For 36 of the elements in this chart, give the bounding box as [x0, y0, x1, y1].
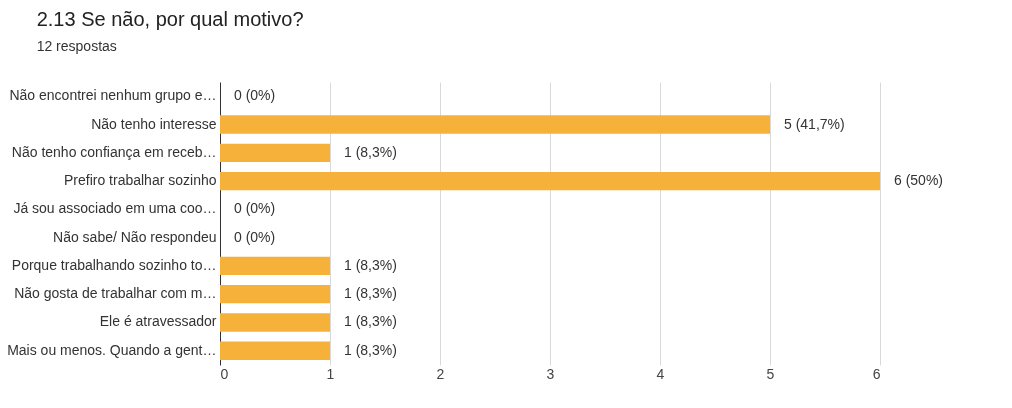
y-tick-label: Porque trabalhando sozinho to… [11, 256, 217, 273]
y-tick-label: Não tenho confiança em receb… [11, 143, 217, 160]
bar [220, 143, 330, 163]
data-label: 0 (0%) [234, 87, 276, 104]
bar [220, 341, 330, 360]
y-tick-label: Não tenho interesse [91, 115, 217, 132]
bar [220, 284, 330, 304]
y-tick-label: Já sou associado em uma coo… [13, 200, 217, 217]
data-label: 1 (8,3%) [344, 341, 397, 358]
y-tick-label: Não sabe/ Não respondeu [53, 228, 217, 245]
x-tick-label: 6 [872, 365, 881, 382]
x-tick-label: 5 [766, 365, 775, 382]
bar [220, 313, 330, 332]
y-tick-label: Não encontrei nenhum grupo e… [9, 87, 217, 104]
y-tick-label: Prefiro trabalhar sozinho [63, 172, 217, 189]
data-label: 0 (0%) [234, 200, 276, 217]
bar [220, 115, 770, 134]
x-tick-label: 0 [220, 365, 229, 382]
x-tick-label: 3 [546, 365, 555, 382]
data-label: 1 (8,3%) [344, 143, 397, 160]
y-tick-label: Ele é atravessador [99, 313, 217, 330]
chart-title: 2.13 Se não, por qual motivo? [36, 8, 304, 30]
data-label: 1 (8,3%) [344, 256, 397, 273]
data-label: 0 (0%) [234, 228, 276, 245]
x-tick-label: 1 [326, 365, 335, 382]
bar [220, 171, 880, 191]
y-tick-label: Não gosta de trabalhar com m… [14, 285, 217, 302]
data-label: 1 (8,3%) [344, 313, 397, 330]
data-label: 6 (50%) [894, 172, 944, 189]
x-tick-label: 4 [656, 365, 665, 382]
y-tick-label: Mais ou menos. Quando a gent… [7, 341, 217, 358]
x-tick-label: 2 [436, 365, 445, 382]
text: 12 respostas [36, 38, 117, 54]
bar [220, 256, 330, 276]
data-label: 5 (41,7%) [784, 115, 845, 132]
data-label: 1 (8,3%) [344, 285, 397, 302]
